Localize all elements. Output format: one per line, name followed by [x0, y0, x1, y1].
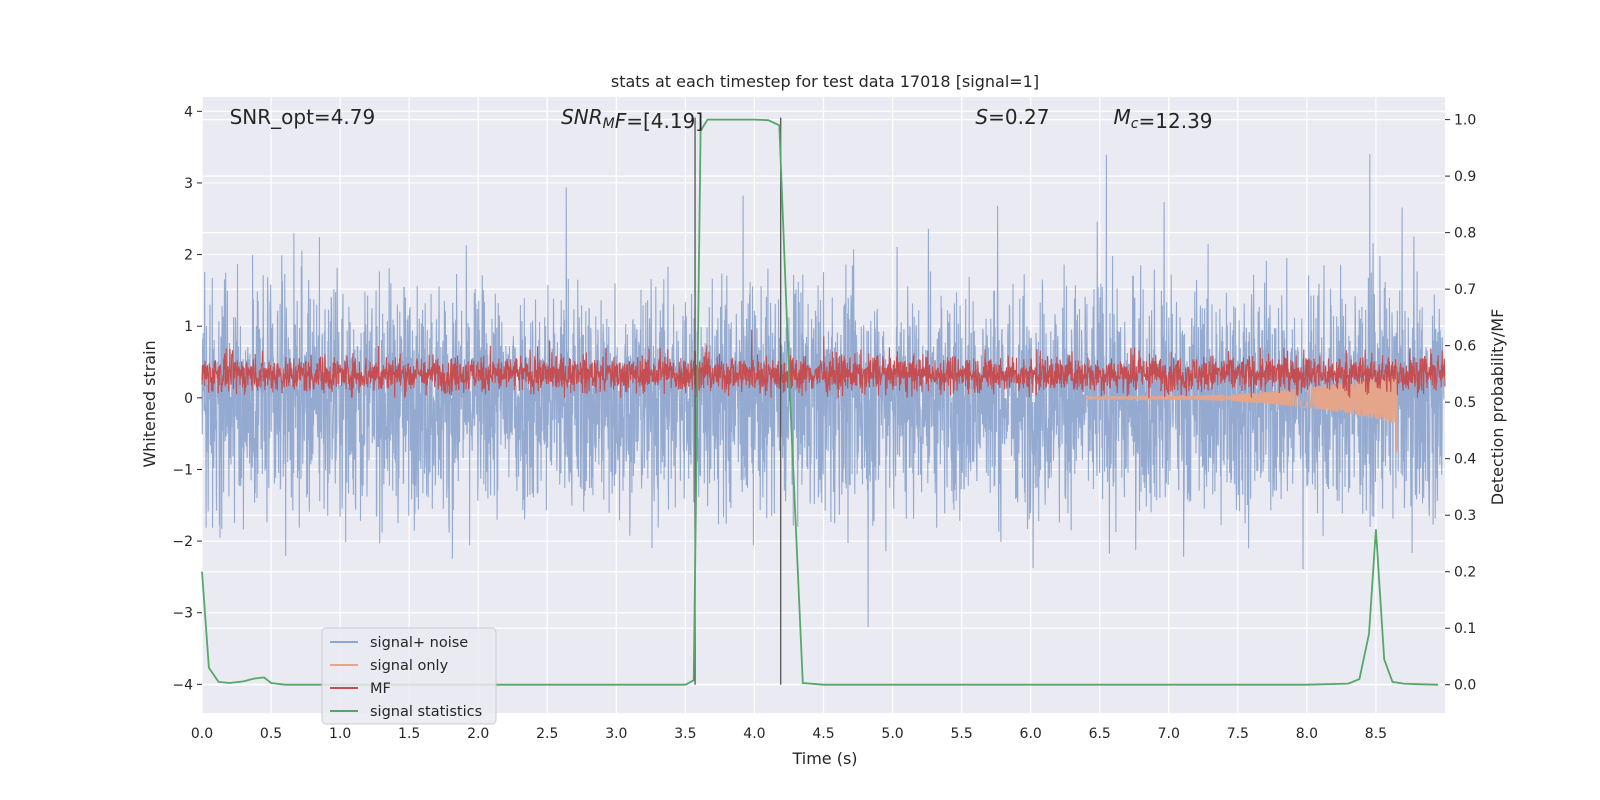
annotation-text: Mc=12.39	[1114, 105, 1213, 133]
right-y-tick-label: 0.7	[1454, 282, 1476, 298]
legend-label: signal only	[370, 658, 449, 674]
legend-label: signal+ noise	[370, 635, 468, 651]
right-y-tick-label: 0.1	[1454, 621, 1476, 637]
x-tick-label: 2.5	[536, 726, 558, 742]
right-y-axis-ticks: 0.0 0.1 0.2 0.3 0.4 0.5 0.6 0.7 0.8 0.9 1.0	[1445, 113, 1476, 694]
y-tick-label: −4	[172, 677, 193, 693]
right-y-tick-label: 0.4	[1454, 452, 1476, 468]
x-tick-label: 0.0	[191, 726, 213, 742]
right-y-tick-label: 0.6	[1454, 339, 1476, 355]
series-mf	[201, 329, 1446, 398]
annotation-suffix: =0.27	[988, 105, 1049, 129]
annotation-text: S=0.27	[975, 105, 1049, 129]
right-y-tick-label: 0.2	[1454, 565, 1476, 581]
x-tick-label: 0.5	[260, 726, 282, 742]
x-tick-label: 3.5	[674, 726, 696, 742]
right-y-tick-label: 0.5	[1454, 395, 1476, 411]
x-axis-ticks: 0.0 0.5 1.0 1.5 2.0 2.5 3.0 3.5 4.0 4.5 5.0 5.5 6.0 6…	[191, 726, 1387, 742]
y-tick-label: −2	[172, 534, 193, 550]
right-y-tick-label: 0.9	[1454, 169, 1476, 185]
y-tick-label: 3	[184, 176, 193, 192]
x-tick-label: 6.0	[1020, 726, 1042, 742]
x-tick-label: 2.0	[467, 726, 489, 742]
annotation-italic: S	[975, 105, 988, 129]
annotation-text: SNRMF=[4.19]	[561, 105, 703, 133]
legend-box	[321, 627, 497, 725]
right-y-tick-label: 0.8	[1454, 226, 1476, 242]
x-tick-label: 6.5	[1089, 726, 1111, 742]
y-tick-label: 4	[184, 104, 193, 120]
x-tick-label: 3.0	[605, 726, 627, 742]
x-tick-label: 7.0	[1158, 726, 1180, 742]
annotation-italic: F	[615, 109, 627, 133]
x-tick-label: 5.5	[950, 726, 972, 742]
x-tick-label: 8.0	[1296, 726, 1318, 742]
chart-title: stats at each timestep for test data 170…	[611, 72, 1039, 91]
annotation-prefix: SNR_opt=4.79	[230, 105, 376, 129]
series-signal-noise	[201, 154, 1445, 628]
legend-label: MF	[370, 681, 391, 697]
y-tick-label: −1	[172, 462, 193, 478]
series-signal-statistics	[201, 118, 1439, 686]
x-tick-label: 7.5	[1227, 726, 1249, 742]
annotations: SNR_opt=4.79 SNRMF=[4.19] S=0.27 Mc=12.39	[230, 105, 1213, 133]
x-tick-label: 4.0	[743, 726, 765, 742]
data-series	[201, 117, 1446, 686]
annotation-suffix: =12.39	[1139, 109, 1213, 133]
right-y-axis-label: Detection probability/MF	[1488, 309, 1507, 506]
y-tick-label: −3	[172, 606, 193, 622]
x-tick-label: 1.0	[329, 726, 351, 742]
x-tick-label: 4.5	[812, 726, 834, 742]
annotation-suffix: =[4.19]	[626, 109, 703, 133]
legend-label: signal statistics	[370, 704, 482, 720]
annotation-subscript: M	[603, 116, 615, 132]
y-axis-ticks: −4 −3 −2 −1 0 1 2 3 4	[172, 104, 202, 693]
series-signal-only	[1085, 371, 1398, 424]
annotation-italic: SNR	[561, 105, 603, 129]
y-axis-label: Whitened strain	[140, 340, 159, 467]
right-y-tick-label: 0.0	[1454, 678, 1476, 694]
legend: signal+ noise signal only MF signal statist…	[321, 627, 497, 725]
annotation-italic: M	[1114, 105, 1131, 129]
right-y-tick-label: 0.3	[1454, 508, 1476, 524]
x-tick-label: 8.5	[1365, 726, 1387, 742]
y-tick-label: 2	[184, 248, 193, 264]
annotation-subscript: c	[1131, 116, 1139, 132]
right-y-tick-label: 1.0	[1454, 113, 1476, 129]
y-tick-label: 0	[184, 391, 193, 407]
x-tick-label: 1.5	[398, 726, 420, 742]
x-axis-label: Time (s)	[791, 749, 857, 768]
y-tick-label: 1	[184, 319, 193, 335]
annotation-text: SNR_opt=4.79	[230, 105, 376, 129]
x-tick-label: 5.0	[881, 726, 903, 742]
